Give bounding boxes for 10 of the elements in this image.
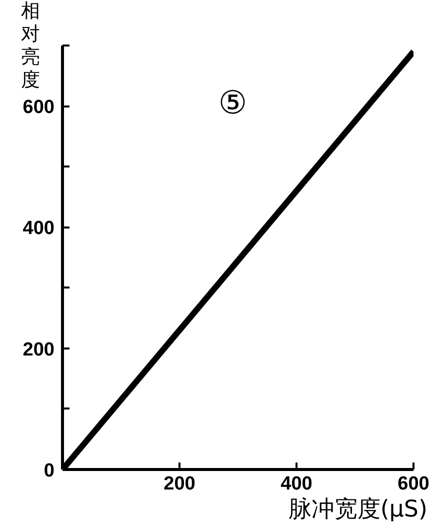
y-axis-title: 相对亮度 xyxy=(20,0,40,92)
y-tick-label: 200 xyxy=(22,339,54,360)
y-tick-label: 0 xyxy=(44,460,55,482)
annotation: ⑤ xyxy=(218,84,248,122)
x-tick-label: 400 xyxy=(280,474,312,494)
x-tick-label: 200 xyxy=(164,474,196,494)
x-tick-label: 600 xyxy=(398,474,430,494)
x-axis-title: 脉冲宽度(μS) xyxy=(288,496,428,522)
y-tick-label: 600 xyxy=(22,97,54,118)
y-tick-label: 400 xyxy=(22,218,54,240)
